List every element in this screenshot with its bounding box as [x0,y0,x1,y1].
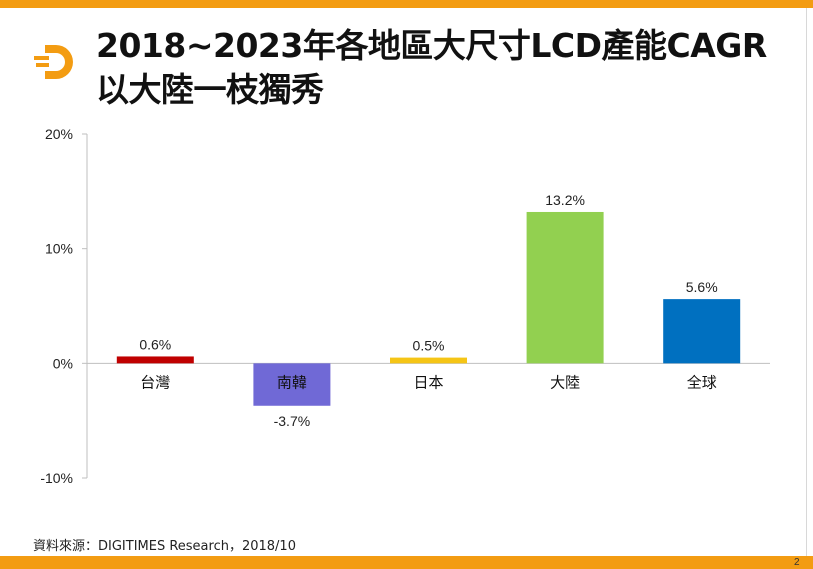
data-label: 0.6% [139,336,171,352]
x-category-label: 日本 [413,373,443,391]
bar-3 [526,211,604,364]
digitimes-d-logo-icon [34,45,73,79]
right-border-line [806,8,807,556]
y-tick-label: 10% [45,241,73,257]
y-tick-label: -10% [40,470,73,486]
page-number: 2 [794,557,800,568]
data-label: 0.5% [413,338,445,354]
x-category-label: 台灣 [140,373,170,391]
data-label: 13.2% [545,192,585,208]
title-line-1: 2018~2023年各地區大尺寸LCD產能CAGR [96,26,767,65]
x-category-label: 全球 [687,373,717,391]
bottom-accent-bar [0,556,813,569]
bar-0 [116,356,194,364]
bar-4 [663,299,741,364]
source-note: 資料來源：DIGITIMES Research，2018/10 [33,539,296,554]
data-label: -3.7% [274,413,311,429]
bar-2 [390,357,467,364]
page-title: 2018~2023年各地區大尺寸LCD產能CAGR 以大陸一枝獨秀 [96,24,767,112]
x-category-label: 南韓 [277,373,307,391]
y-tick-label: 20% [45,126,73,142]
data-label: 5.6% [686,279,718,295]
y-tick-label: 0% [53,355,73,371]
top-accent-bar [0,0,813,8]
x-category-label: 大陸 [550,373,580,391]
title-line-2: 以大陸一枝獨秀 [96,70,324,109]
bar-1 [253,363,331,406]
